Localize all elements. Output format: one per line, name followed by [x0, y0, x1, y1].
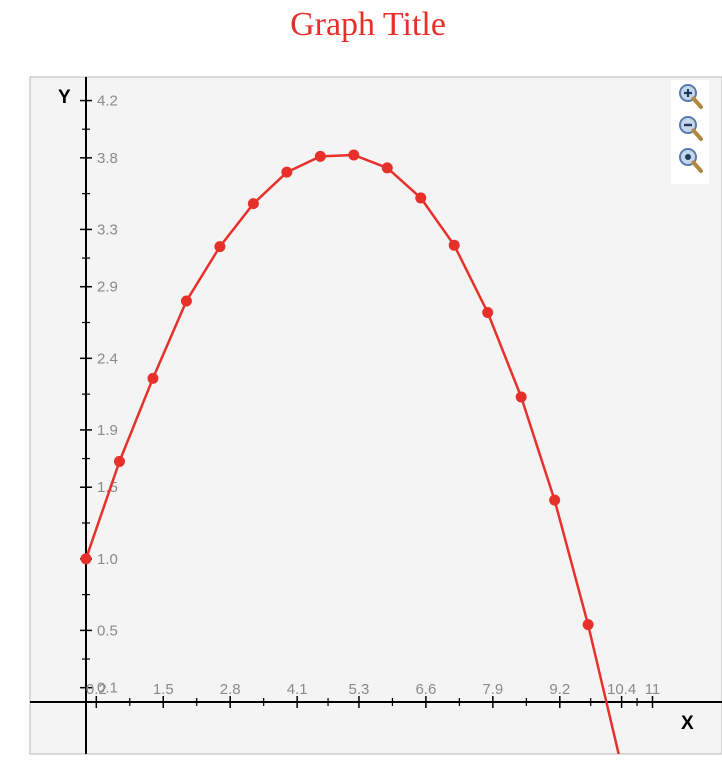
x-tick-label: 2.8 [220, 681, 241, 698]
data-point[interactable] [515, 391, 527, 403]
y-tick-label: 0.1 [97, 680, 118, 697]
plot-area [29, 76, 722, 755]
data-point[interactable] [214, 241, 226, 253]
data-point[interactable] [348, 149, 360, 161]
x-tick-label: 4.1 [287, 681, 308, 698]
data-point[interactable] [314, 150, 326, 162]
zoom-toolbar [671, 80, 709, 184]
x-tick-label: 5.3 [349, 681, 370, 698]
x-tick-label: 0.2 [86, 681, 107, 698]
zoom-in-icon[interactable] [675, 82, 705, 112]
y-axis-label: Y [58, 87, 71, 108]
chart-title: Graph Title [290, 6, 446, 43]
tick-labels: 0.2 1.5 2.8 4.1 5.3 6.6 7.9 9.2 10.4 11 0.1 0.5 1.0 1… [86, 93, 660, 698]
y-tick-label: 4.2 [97, 93, 118, 110]
data-point[interactable] [247, 198, 259, 210]
x-tick-label: 10.4 [607, 681, 636, 698]
data-point[interactable] [482, 306, 494, 318]
data-point[interactable] [448, 239, 460, 251]
tick-marks [80, 99, 654, 708]
y-tick-label: 3.3 [97, 221, 118, 238]
y-tick-label: 2.9 [97, 279, 118, 296]
y-tick-label: 0.5 [97, 622, 118, 639]
data-point[interactable] [180, 295, 192, 307]
x-tick-label: 9.2 [549, 681, 570, 698]
zoom-reset-icon[interactable] [675, 146, 705, 176]
y-tick-label: 1.9 [97, 422, 118, 439]
data-point[interactable] [113, 455, 125, 467]
x-tick-label: 1.5 [153, 681, 174, 698]
y-tick-label: 3.8 [97, 150, 118, 167]
x-tick-label: 11 [645, 681, 661, 698]
data-point[interactable] [147, 372, 159, 384]
x-axis-label: X [681, 713, 694, 734]
data-point[interactable] [381, 162, 393, 174]
zoom-out-icon[interactable] [675, 114, 705, 144]
data-point[interactable] [549, 494, 561, 506]
y-tick-label: 1.0 [97, 551, 118, 568]
x-tick-label: 7.9 [482, 681, 503, 698]
data-point[interactable] [582, 619, 594, 631]
data-point[interactable] [415, 192, 427, 204]
y-tick-label: 2.4 [97, 350, 118, 367]
series-group [80, 149, 620, 754]
data-point[interactable] [80, 553, 92, 565]
x-tick-label: 6.6 [415, 681, 436, 698]
data-point[interactable] [281, 166, 293, 178]
